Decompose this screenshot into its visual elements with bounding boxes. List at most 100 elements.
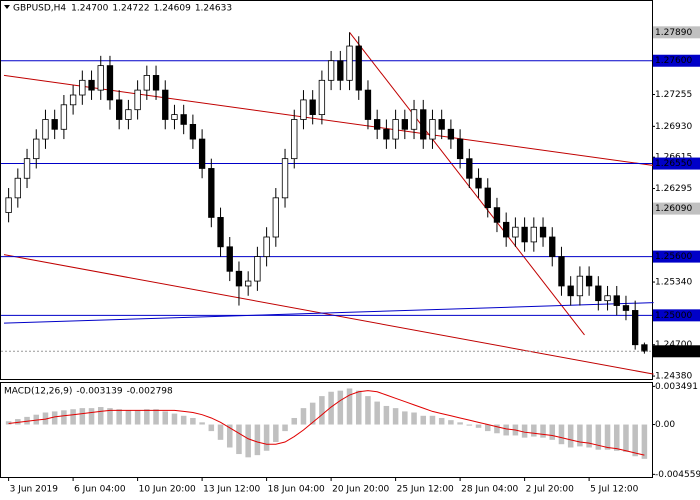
macd-bar [116, 409, 122, 425]
candle-body [438, 119, 445, 130]
candle-body [318, 79, 326, 115]
candle-body [69, 94, 77, 106]
macd-panel-frame [0, 382, 653, 478]
candle-body [346, 45, 353, 81]
candle-body [447, 128, 455, 140]
macd-bar [466, 424, 473, 426]
macd-bar [503, 424, 509, 436]
candle-body [374, 119, 381, 130]
macd-bar [494, 424, 500, 434]
candle-body [300, 99, 307, 120]
macd-bar [484, 424, 491, 432]
candle-body [355, 45, 362, 91]
macd-bar [190, 417, 196, 425]
candle-body [392, 119, 399, 140]
level-label: 1.27600 [655, 56, 692, 66]
macd-bar [392, 408, 399, 425]
y-tick-label: 1.26295 [655, 184, 692, 194]
candle-body [208, 168, 215, 218]
candle-body [42, 119, 49, 140]
candle-body [106, 65, 114, 101]
macd-bar [457, 422, 463, 425]
ohlc-label: 1.24722 [112, 4, 149, 14]
x-tick-label: 13 Jun 12:00 [203, 485, 260, 495]
candle-body [641, 344, 648, 352]
symbol-label: GBPUSD,H4 [13, 4, 66, 14]
macd-bar [475, 424, 482, 428]
candle-body [143, 75, 150, 91]
candle-body [632, 310, 639, 346]
macd-bar [613, 424, 620, 451]
candle-body [475, 177, 482, 189]
candle-body [198, 138, 206, 169]
macd-bar [291, 417, 298, 425]
ohlc-label: 1.24700 [71, 4, 108, 14]
candle-body [235, 270, 243, 287]
level-label: 1.25600 [655, 252, 692, 262]
macd-bar [411, 412, 417, 425]
macd-bar [51, 411, 58, 425]
price-panel-frame [0, 0, 653, 380]
macd-bar [402, 411, 408, 425]
y-tick-label: 1.25340 [655, 278, 692, 288]
candle-body [263, 236, 270, 257]
macd-bar [153, 409, 159, 425]
level-label-box [653, 26, 700, 39]
level-label: 1.26090 [655, 204, 692, 214]
macd-bar [346, 388, 353, 425]
macd-bar [438, 417, 445, 425]
macd-bar [429, 415, 436, 425]
candle-body [521, 226, 528, 243]
candle-body [539, 226, 547, 238]
macd-bar [254, 424, 261, 456]
candle-body [134, 89, 141, 111]
candle-body [549, 236, 556, 257]
trend-line [3, 254, 654, 375]
macd-bar [162, 411, 169, 425]
macd-y-tick-label: 0.00 [655, 420, 675, 430]
candle-body [51, 119, 58, 130]
candle-body [512, 226, 519, 238]
macd-bar [226, 424, 233, 448]
y-tick-label: 1.24380 [655, 372, 692, 382]
macd-bar [383, 405, 390, 425]
candle-body [466, 158, 473, 179]
x-tick-label: 3 Jun 2019 [10, 485, 59, 495]
macd-bar [558, 424, 565, 445]
candle-body [309, 99, 316, 115]
candle-body [401, 119, 408, 130]
candle-body [171, 114, 178, 120]
level-label-box [653, 309, 700, 322]
macd-bar [567, 424, 574, 448]
trend-line [3, 302, 654, 324]
x-tick-label: 18 Jun 04:00 [268, 485, 325, 495]
candle-body [180, 114, 187, 125]
macd-bar [88, 408, 95, 425]
macd-bar [199, 422, 205, 425]
candle-body [613, 295, 620, 306]
level-label-box [653, 250, 700, 263]
level-label-box [653, 202, 700, 215]
macd-bar [420, 415, 427, 425]
macd-bar [5, 421, 12, 425]
candle-body [5, 197, 12, 213]
macd-bar [208, 424, 215, 432]
candle-body [622, 305, 630, 311]
macd-bar [217, 424, 224, 440]
x-tick-label: 25 Jun 12:00 [397, 485, 454, 495]
level-label: 1.25000 [655, 311, 692, 321]
macd-bar [309, 402, 316, 425]
candle-body [484, 187, 491, 209]
candle-body [456, 138, 464, 160]
candle-body [60, 104, 68, 130]
candle-body [23, 158, 31, 179]
macd-bar [374, 401, 380, 425]
macd-y-tick-label: 0.003491 [655, 382, 698, 392]
macd-bar [549, 424, 556, 440]
macd-bar [595, 424, 602, 450]
candle-body [281, 158, 289, 199]
candle-body [226, 246, 233, 272]
macd-signal-line [8, 390, 645, 456]
candle-body [189, 123, 197, 140]
macd-bar [97, 407, 104, 425]
